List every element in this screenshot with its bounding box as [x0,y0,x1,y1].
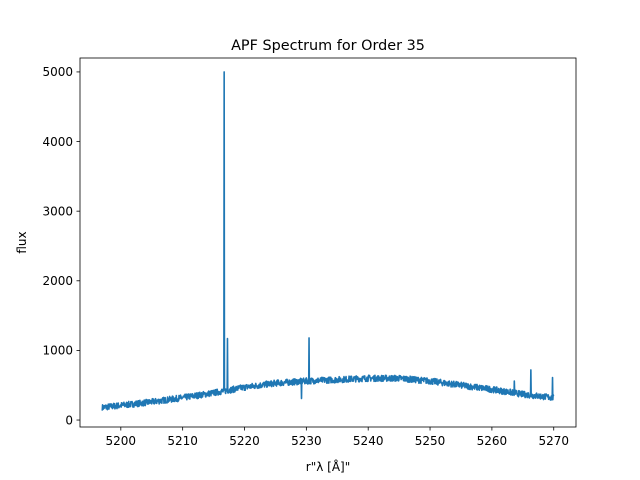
y-tick-label: 3000 [42,204,73,218]
y-tick-label: 1000 [42,344,73,358]
chart-title: APF Spectrum for Order 35 [231,38,425,54]
x-axis: 5200 5210 5220 5230 5240 5250 5260 5270 [106,427,569,448]
axes-frame [79,57,577,428]
x-axis-label: r"λ [Å]" [306,459,350,474]
plot-area [101,71,555,411]
y-tick-label: 0 [65,413,73,427]
x-tick-label: 5240 [353,434,384,448]
series-line-flux [101,71,555,411]
x-tick-label: 5270 [538,434,569,448]
y-tick-label: 2000 [42,274,73,288]
x-tick-label: 5210 [167,434,198,448]
x-tick-label: 5230 [291,434,322,448]
x-tick-label: 5220 [229,434,260,448]
x-tick-label: 5200 [106,434,137,448]
y-tick-label: 4000 [42,135,73,149]
y-axis: 0 1000 2000 3000 4000 5000 [42,65,80,427]
x-tick-label: 5250 [415,434,446,448]
y-tick-label: 5000 [42,65,73,79]
y-axis-label: flux [15,231,29,253]
x-tick-label: 5260 [477,434,508,448]
